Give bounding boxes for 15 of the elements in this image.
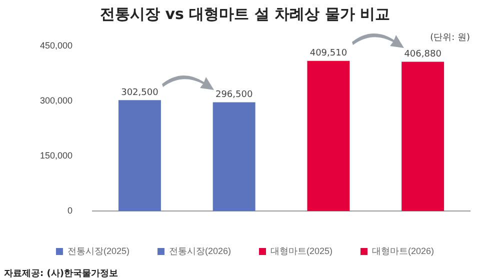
data-label: 406,880 bbox=[404, 50, 442, 60]
y-tick-label: 150,000 bbox=[40, 150, 73, 160]
data-label: 409,510 bbox=[310, 48, 348, 59]
y-tick-label: 0 bbox=[68, 205, 73, 216]
text: 자료제공: (사)한국물가정보 bbox=[4, 268, 118, 279]
y-tick-label: 300,000 bbox=[40, 95, 73, 106]
chart-title: 전통시장 vs 대형마트 설 차례상 물가 비교 bbox=[100, 4, 390, 23]
text: (단위: 원) bbox=[430, 32, 470, 43]
data-label: 296,500 bbox=[215, 90, 253, 100]
legend-label: 전통시장(2025) bbox=[67, 246, 130, 256]
data-label: 302,500 bbox=[121, 88, 159, 98]
legend-label: 대형마트(2026) bbox=[372, 246, 434, 256]
legend-label: 전통시장(2026) bbox=[168, 246, 232, 256]
legend-label: 대형마트(2025) bbox=[270, 246, 333, 256]
y-tick-label: 450,000 bbox=[40, 40, 73, 50]
